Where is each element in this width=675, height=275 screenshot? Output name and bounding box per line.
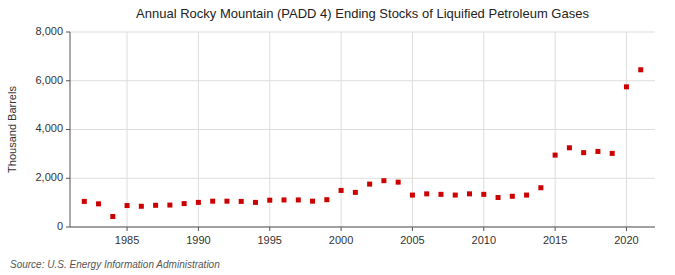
x-tick-label: 2000 xyxy=(329,234,353,246)
grid xyxy=(70,32,655,227)
x-tick xyxy=(341,227,342,231)
x-tick-label: 2010 xyxy=(472,234,496,246)
y-grid-line xyxy=(70,227,655,228)
source-note: Source: U.S. Energy Information Administ… xyxy=(10,259,220,270)
y-grid-line xyxy=(70,178,655,179)
scatter-point xyxy=(467,191,472,196)
x-tick xyxy=(483,227,484,231)
x-grid-line xyxy=(555,32,556,227)
y-grid-line xyxy=(70,129,655,130)
y-tick xyxy=(66,178,70,179)
scatter-point xyxy=(353,190,358,195)
scatter-point xyxy=(538,185,543,190)
scatter-point xyxy=(553,153,558,158)
y-tick-label: 6,000 xyxy=(35,74,63,86)
scatter-point xyxy=(196,200,201,205)
scatter-point xyxy=(381,178,386,183)
y-tick xyxy=(66,80,70,81)
scatter-point xyxy=(153,203,158,208)
scatter-point xyxy=(125,203,130,208)
scatter-point xyxy=(624,84,629,89)
x-grid-line xyxy=(412,32,413,227)
points xyxy=(82,67,643,219)
scatter-point xyxy=(496,195,501,200)
x-tick xyxy=(412,227,413,231)
x-grid-line xyxy=(198,32,199,227)
x-tick-label: 1985 xyxy=(115,234,139,246)
scatter-point xyxy=(324,197,329,202)
x-tick-label: 2020 xyxy=(614,234,638,246)
x-axis-line xyxy=(70,227,655,228)
x-tick-label: 2015 xyxy=(543,234,567,246)
x-tick xyxy=(555,227,556,231)
scatter-point xyxy=(239,199,244,204)
scatter-point xyxy=(282,197,287,202)
scatter-point xyxy=(110,214,115,219)
x-tick xyxy=(269,227,270,231)
scatter-point xyxy=(610,151,615,156)
y-tick xyxy=(66,129,70,130)
x-tick-label: 1990 xyxy=(186,234,210,246)
scatter-point xyxy=(167,203,172,208)
scatter-point xyxy=(310,199,315,204)
y-tick-label: 8,000 xyxy=(35,25,63,37)
y-axis-line xyxy=(70,32,71,227)
y-tick-label: 4,000 xyxy=(35,122,63,134)
y-tick xyxy=(66,227,70,228)
y-tick xyxy=(66,32,70,33)
axes: 0 2,000 4,000 6,000 8,000 1985 1990 1995 2000 200… xyxy=(35,25,655,246)
x-tick xyxy=(198,227,199,231)
scatter-point xyxy=(139,204,144,209)
scatter-point xyxy=(481,192,486,197)
scatter-point xyxy=(524,193,529,198)
scatter-point xyxy=(267,198,272,203)
scatter-point xyxy=(453,193,458,198)
scatter-point xyxy=(638,67,643,72)
scatter-point xyxy=(210,199,215,204)
scatter-point xyxy=(581,150,586,155)
x-tick xyxy=(127,227,128,231)
chart: 0 2,000 4,000 6,000 8,000 1985 1990 1995 2000 200… xyxy=(0,0,675,275)
scatter-point xyxy=(82,199,87,204)
y-grid-line xyxy=(70,32,655,33)
x-grid-line xyxy=(626,32,627,227)
scatter-point xyxy=(96,201,101,206)
x-tick-label: 2005 xyxy=(400,234,424,246)
scatter-point xyxy=(182,201,187,206)
scatter-point xyxy=(567,145,572,150)
scatter-point xyxy=(224,199,229,204)
y-tick-label: 0 xyxy=(57,220,63,232)
title: Annual Rocky Mountain (PADD 4) Ending St… xyxy=(136,6,589,21)
scatter-point xyxy=(595,149,600,154)
y-tick-label: 2,000 xyxy=(35,171,63,183)
scatter-point xyxy=(410,193,415,198)
scatter-point xyxy=(438,192,443,197)
x-grid-line xyxy=(483,32,484,227)
x-tick xyxy=(626,227,627,231)
y-grid-line xyxy=(70,80,655,81)
scatter-point xyxy=(253,200,258,205)
scatter-point xyxy=(296,197,301,202)
scatter-point xyxy=(367,182,372,187)
scatter-point xyxy=(339,188,344,193)
x-tick-label: 1995 xyxy=(258,234,282,246)
x-grid-line xyxy=(127,32,128,227)
y-axis-label: Thousand Barrels xyxy=(6,86,18,173)
scatter-point xyxy=(424,191,429,196)
x-grid-line xyxy=(341,32,342,227)
scatter-point xyxy=(396,180,401,185)
scatter-point xyxy=(510,194,515,199)
